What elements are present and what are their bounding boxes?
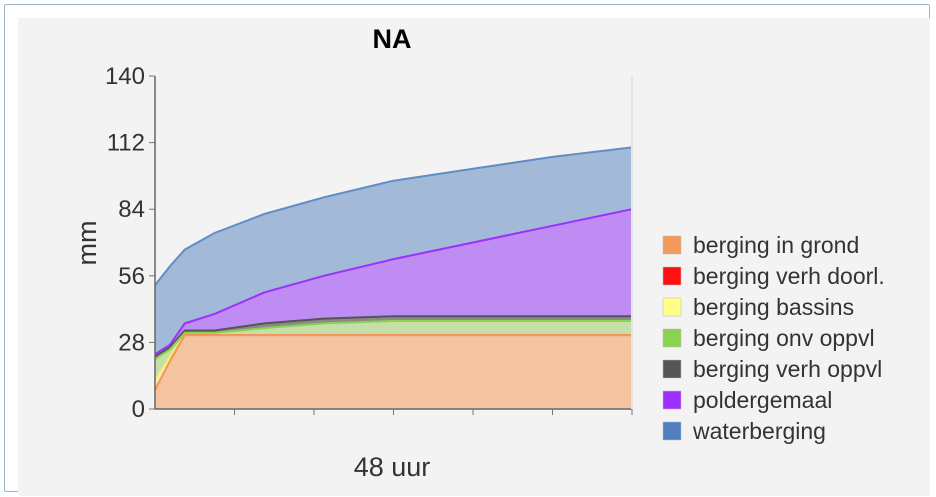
y-tick-label: 84: [118, 196, 145, 223]
legend-swatch: [662, 328, 682, 348]
line-waterberging: [154, 146, 633, 286]
line-berging-in-grond: [154, 334, 632, 391]
legend-swatch: [662, 359, 682, 379]
y-tick-label: 112: [107, 130, 145, 157]
y-tick-label: 56: [118, 263, 145, 290]
line-poldergemaal: [154, 208, 633, 356]
line-berging-onv-oppvl: [154, 320, 632, 360]
legend-swatch: [662, 266, 682, 286]
plot-area: 0 28 56 84 112 140: [105, 63, 633, 423]
area-berging-in-grond: [155, 335, 632, 409]
y-tick-label: 28: [118, 329, 145, 356]
legend-label: poldergemaal: [693, 387, 832, 413]
legend: berging in grond berging verh doorl. bergi…: [662, 232, 885, 444]
legend-swatch: [662, 390, 682, 410]
y-axis-label: mm: [72, 221, 102, 266]
y-tick-label: 140: [105, 63, 145, 90]
legend-swatch: [662, 235, 682, 255]
chart-title: NA: [373, 24, 412, 54]
legend-label: waterberging: [692, 418, 826, 444]
legend-label: berging verh oppvl: [693, 356, 882, 382]
legend-label: berging onv oppvl: [693, 325, 875, 351]
legend-label: berging verh doorl.: [693, 263, 885, 289]
legend-label: berging bassins: [693, 294, 854, 320]
legend-label: berging in grond: [693, 232, 859, 258]
legend-swatch: [662, 297, 682, 317]
line-berging-verh-oppvl: [154, 315, 632, 358]
y-tick-label: 0: [132, 396, 145, 423]
x-axis-label: 48 uur: [354, 452, 431, 482]
legend-swatch: [662, 421, 682, 441]
